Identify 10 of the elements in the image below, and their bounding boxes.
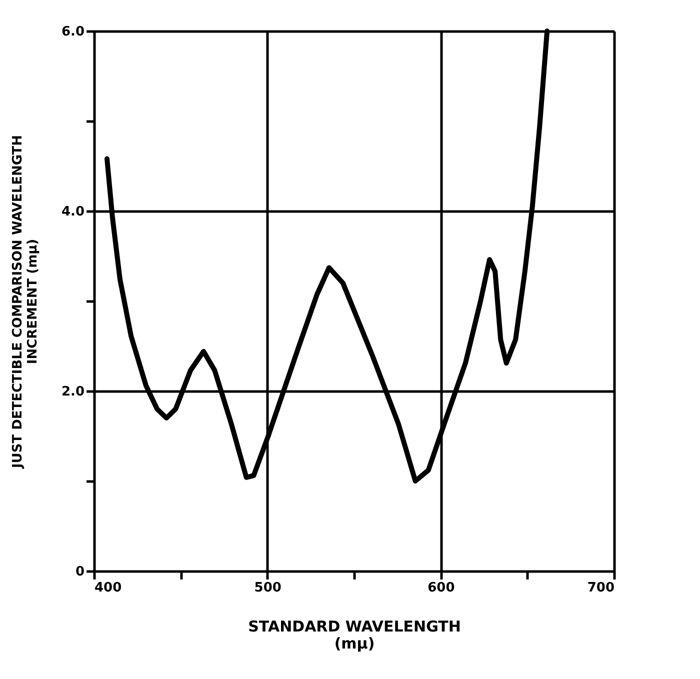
y-tick-label: 0: [75, 564, 84, 580]
y-tick-label: 4.0: [61, 204, 84, 220]
x-axis-title: STANDARD WAVELENGTH (mμ): [248, 618, 461, 652]
x-tick-label: 600: [428, 580, 455, 596]
y-axis-title: JUST DETECTIBLE COMPARISON WAVELENGTH INCREMENT (mμ): [10, 134, 40, 470]
x-tick-label: 400: [94, 580, 122, 596]
x-tick-label: 500: [254, 580, 282, 596]
y-tick-label: 6.0: [61, 24, 84, 40]
x-tick-label: 700: [587, 580, 614, 596]
y-tick-label: 2.0: [61, 384, 84, 400]
